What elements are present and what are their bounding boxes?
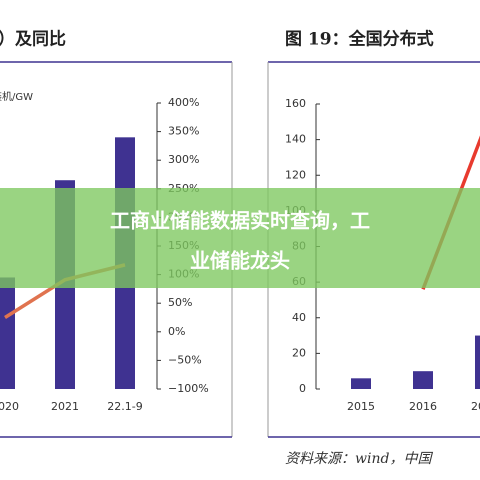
y-tick-label: 40 <box>292 311 306 324</box>
y-tick-label: 160 <box>285 97 306 110</box>
right-title: 图 19：全国分布式 <box>285 29 434 50</box>
x-tick-label: 22.1-9 <box>107 400 142 413</box>
banner-line: 业储能龙头 <box>190 249 290 273</box>
x-tick-label: 2015 <box>347 400 375 413</box>
y-tick-label: 400% <box>168 96 199 109</box>
source: 资料来源：wind，中国 <box>285 451 433 467</box>
y-tick-label: 350% <box>168 125 199 138</box>
bar <box>475 335 480 389</box>
banner-bg <box>0 188 480 288</box>
x-tick-label: 2017 <box>471 400 480 413</box>
y-tick-label: 120 <box>285 168 306 181</box>
bar <box>351 378 371 389</box>
x-tick-label: 2021 <box>51 400 79 413</box>
y-tick-label: −100% <box>168 382 209 395</box>
y-tick-label: 140 <box>285 133 306 146</box>
bar <box>413 371 433 389</box>
y-tick-label: 0% <box>168 325 185 338</box>
y-tick-label: 50% <box>168 296 192 309</box>
banner-line: 工商业储能数据实时查询，工 <box>110 209 370 233</box>
y-tick-label: 20 <box>292 346 306 359</box>
bar <box>0 277 15 389</box>
y-tick-label: 300% <box>168 153 199 166</box>
y-tick-label: −50% <box>168 353 202 366</box>
y-axis-label: 装机/GW <box>0 90 33 103</box>
y-tick-label: 0 <box>299 382 306 395</box>
left-title: ）及同比 <box>0 29 66 50</box>
x-tick-label: 2016 <box>409 400 437 413</box>
